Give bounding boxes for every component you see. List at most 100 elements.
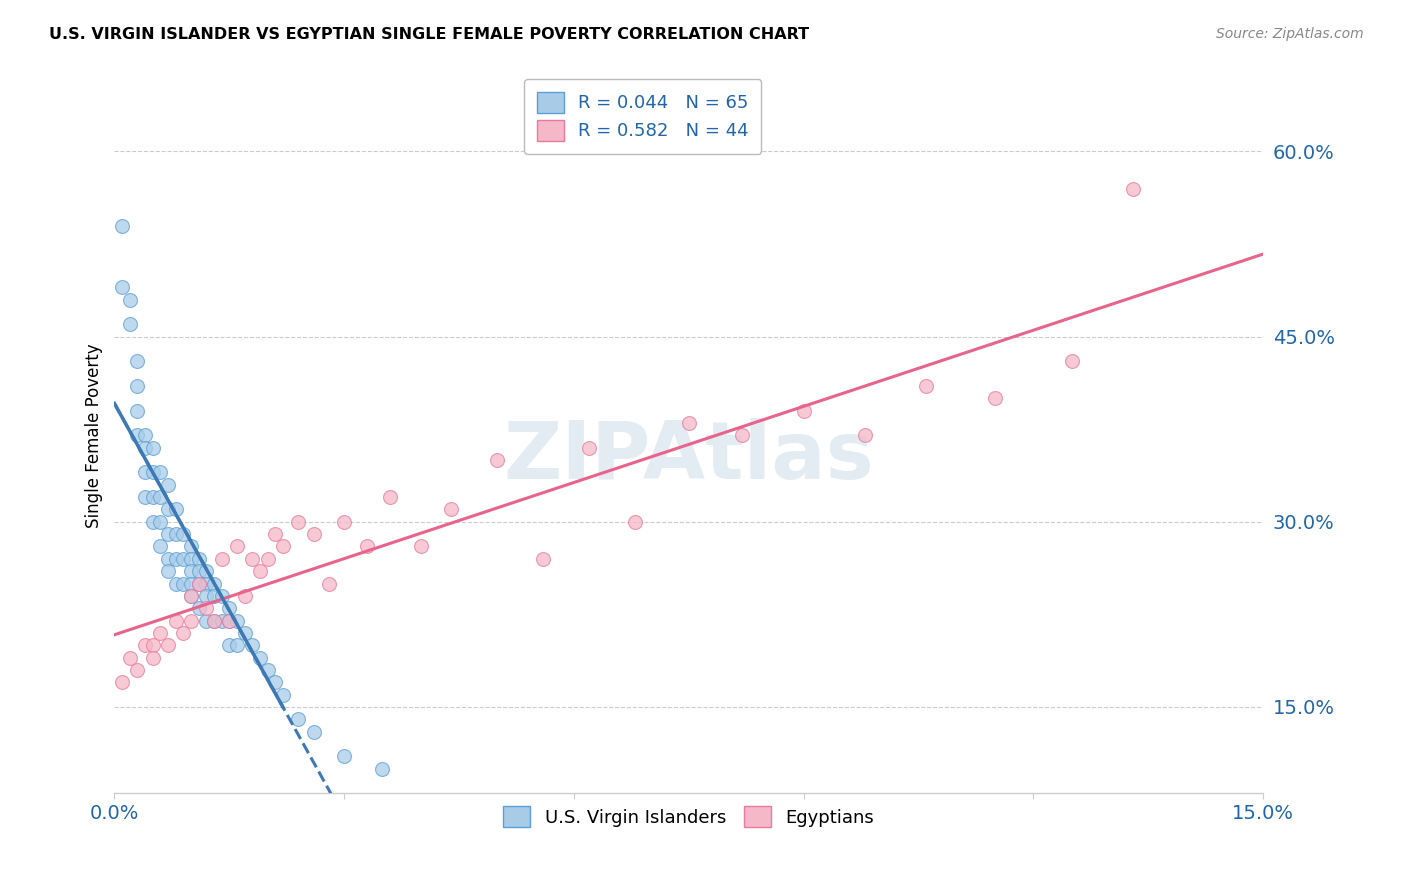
Point <box>233 589 256 603</box>
Point <box>156 527 179 541</box>
Point <box>142 490 165 504</box>
Point <box>233 626 256 640</box>
Point <box>180 551 202 566</box>
Point <box>195 576 218 591</box>
Point <box>731 428 754 442</box>
Point <box>165 576 187 591</box>
Point <box>142 466 165 480</box>
Point <box>984 392 1007 406</box>
Point <box>118 650 141 665</box>
Point <box>156 477 179 491</box>
Text: ZIPAtlas: ZIPAtlas <box>503 417 875 496</box>
Text: Source: ZipAtlas.com: Source: ZipAtlas.com <box>1216 27 1364 41</box>
Point <box>226 540 249 554</box>
Point <box>149 515 172 529</box>
Point <box>915 379 938 393</box>
Point <box>211 551 233 566</box>
Point <box>371 762 394 776</box>
Point <box>156 564 179 578</box>
Point <box>678 416 700 430</box>
Point <box>202 614 225 628</box>
Point <box>111 675 134 690</box>
Point <box>333 749 356 764</box>
Point <box>218 601 240 615</box>
Point <box>226 614 249 628</box>
Point <box>127 403 149 417</box>
Point <box>180 576 202 591</box>
Point <box>624 515 647 529</box>
Point <box>180 564 202 578</box>
Point <box>287 515 309 529</box>
Point <box>195 589 218 603</box>
Point <box>187 564 209 578</box>
Point <box>172 527 194 541</box>
Point <box>118 318 141 332</box>
Point <box>134 490 156 504</box>
Point <box>202 576 225 591</box>
Point <box>195 614 218 628</box>
Point <box>111 219 134 233</box>
Point <box>578 441 600 455</box>
Point <box>134 441 156 455</box>
Point <box>134 638 156 652</box>
Point <box>211 589 233 603</box>
Point <box>187 576 209 591</box>
Point <box>256 663 278 677</box>
Point <box>249 650 271 665</box>
Point <box>156 502 179 516</box>
Point <box>180 589 202 603</box>
Point <box>486 453 509 467</box>
Point <box>211 614 233 628</box>
Point <box>165 614 187 628</box>
Point <box>440 502 463 516</box>
Point <box>149 626 172 640</box>
Point <box>118 293 141 307</box>
Point <box>165 502 187 516</box>
Point <box>172 576 194 591</box>
Point <box>187 551 209 566</box>
Point <box>149 490 172 504</box>
Point <box>378 490 401 504</box>
Point <box>134 428 156 442</box>
Point <box>202 589 225 603</box>
Point <box>318 576 340 591</box>
Point <box>156 551 179 566</box>
Point <box>1060 354 1083 368</box>
Point <box>333 515 356 529</box>
Point <box>287 712 309 726</box>
Point <box>240 551 263 566</box>
Point <box>127 354 149 368</box>
Point <box>409 540 432 554</box>
Point <box>249 564 271 578</box>
Point <box>165 527 187 541</box>
Point <box>127 379 149 393</box>
Point <box>302 527 325 541</box>
Point <box>172 626 194 640</box>
Point <box>149 540 172 554</box>
Point <box>127 663 149 677</box>
Point <box>180 540 202 554</box>
Text: U.S. VIRGIN ISLANDER VS EGYPTIAN SINGLE FEMALE POVERTY CORRELATION CHART: U.S. VIRGIN ISLANDER VS EGYPTIAN SINGLE … <box>49 27 810 42</box>
Point <box>156 638 179 652</box>
Point <box>226 638 249 652</box>
Point <box>142 515 165 529</box>
Point <box>142 638 165 652</box>
Point <box>1122 181 1144 195</box>
Point <box>264 675 287 690</box>
Point <box>256 551 278 566</box>
Y-axis label: Single Female Poverty: Single Female Poverty <box>86 343 103 528</box>
Point <box>271 688 294 702</box>
Point <box>180 589 202 603</box>
Point <box>302 724 325 739</box>
Point <box>202 614 225 628</box>
Point <box>165 551 187 566</box>
Legend: U.S. Virgin Islanders, Egyptians: U.S. Virgin Islanders, Egyptians <box>496 799 882 834</box>
Point <box>356 540 378 554</box>
Point <box>195 564 218 578</box>
Point <box>180 614 202 628</box>
Point <box>127 428 149 442</box>
Point <box>149 466 172 480</box>
Point <box>142 441 165 455</box>
Point <box>187 601 209 615</box>
Point <box>187 576 209 591</box>
